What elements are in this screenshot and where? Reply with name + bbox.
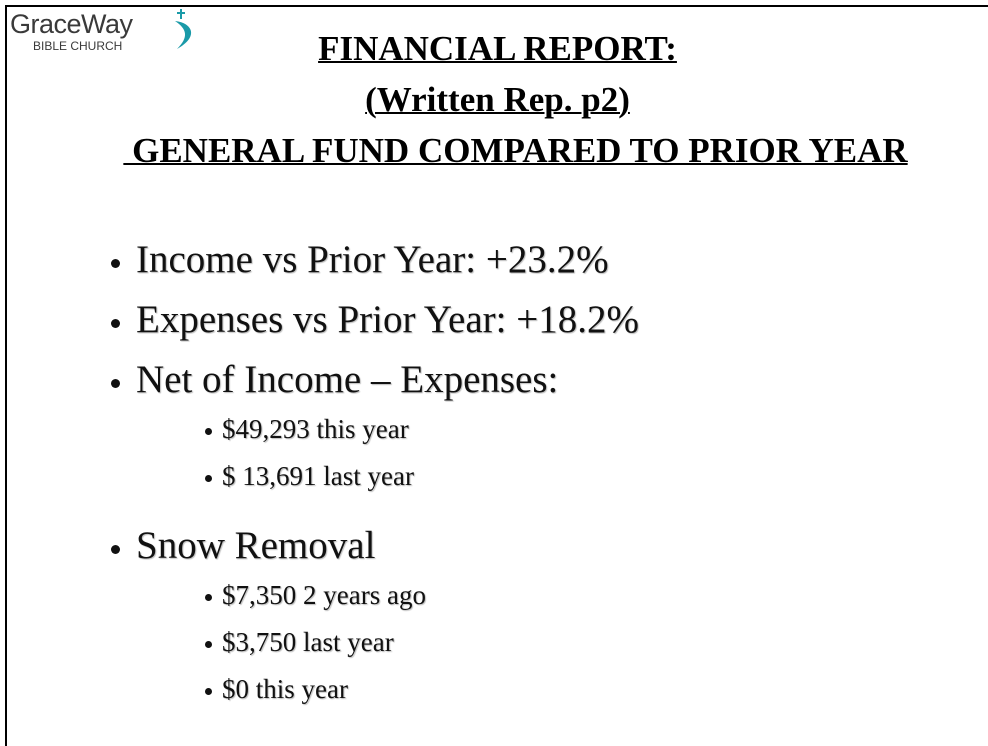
- bullet-dot: [111, 258, 120, 268]
- bullet-text: Snow Removal: [136, 524, 376, 567]
- swoosh: [175, 21, 192, 49]
- bullet-dot: [111, 378, 120, 388]
- sub-bullet: $7,350 2 years ago: [205, 580, 426, 611]
- sub-bullet: $49,293 this year: [205, 414, 409, 445]
- sub-bullet-text: $ 13,691 last year: [222, 461, 414, 491]
- sub-bullet-text: $7,350 2 years ago: [222, 580, 426, 610]
- bullet-text: Net of Income – Expenses:: [136, 358, 559, 401]
- title-line: (Written Rep. p2): [365, 80, 630, 119]
- bullet-text: Expenses vs Prior Year: +18.2%: [136, 298, 639, 341]
- logo-swoosh: [175, 9, 192, 49]
- logo-subtitle: BIBLE CHURCH: [33, 39, 123, 53]
- sub-bullet: $0 this year: [205, 674, 348, 705]
- sub-bullet-dot: [205, 428, 212, 436]
- sub-bullet-dot: [205, 641, 212, 649]
- slide: GraceWay BIBLE CHURCH FINANCIAL REPORT: (…: [5, 5, 988, 746]
- sub-bullet-dot: [205, 688, 212, 696]
- sub-bullet-text: $3,750 last year: [222, 627, 394, 657]
- bullet: Snow Removal: [111, 523, 375, 568]
- sub-bullet-text: $0 this year: [222, 674, 348, 704]
- bullet: Expenses vs Prior Year: +18.2%: [111, 297, 639, 342]
- bullet: Net of Income – Expenses:: [111, 357, 558, 402]
- title-line: FINANCIAL REPORT:: [318, 29, 677, 68]
- title-line: GENERAL FUND COMPARED TO PRIOR YEAR: [123, 131, 908, 170]
- logo-name: GraceWay: [10, 9, 133, 39]
- sub-bullet-text: $49,293 this year: [222, 414, 409, 444]
- sub-bullet: $3,750 last year: [205, 627, 394, 658]
- bullet-dot: [111, 544, 120, 554]
- sub-bullet: $ 13,691 last year: [205, 461, 414, 492]
- sub-bullet-dot: [205, 475, 212, 483]
- bullet-text: Income vs Prior Year: +23.2%: [136, 238, 609, 281]
- sub-bullet-dot: [205, 594, 212, 602]
- bullet-dot: [111, 318, 120, 328]
- bullet: Income vs Prior Year: +23.2%: [111, 237, 609, 282]
